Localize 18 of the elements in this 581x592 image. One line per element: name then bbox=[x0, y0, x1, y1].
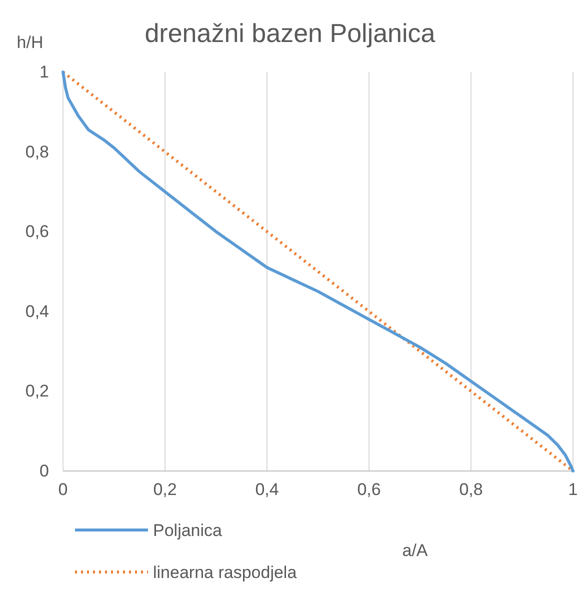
x-tick-label: 0,8 bbox=[459, 480, 483, 500]
legend-label: linearna raspodjela bbox=[153, 563, 298, 582]
x-tick-label: 0,4 bbox=[255, 480, 279, 500]
y-tick-label: 0 bbox=[40, 461, 49, 480]
x-tick-label: 0 bbox=[58, 480, 68, 500]
y-tick-label: 0,8 bbox=[25, 142, 49, 162]
x-tick-label: 0,6 bbox=[357, 480, 381, 500]
y-axis-title: h/H bbox=[16, 33, 44, 52]
y-tick-label: 0,2 bbox=[25, 382, 49, 401]
y-tick-label: 0,4 bbox=[25, 302, 49, 321]
y-tick-label: 1 bbox=[40, 62, 49, 82]
legend-label: Poljanica bbox=[153, 521, 223, 540]
x-tick-label: 0,2 bbox=[153, 480, 177, 500]
x-axis-title: a/A bbox=[402, 541, 428, 560]
x-tick-label: 1 bbox=[568, 480, 578, 500]
line-series bbox=[62, 70, 574, 472]
chart-title: drenažni bazen Poljanica bbox=[144, 18, 436, 48]
y-tick-label: 0,6 bbox=[25, 222, 49, 242]
